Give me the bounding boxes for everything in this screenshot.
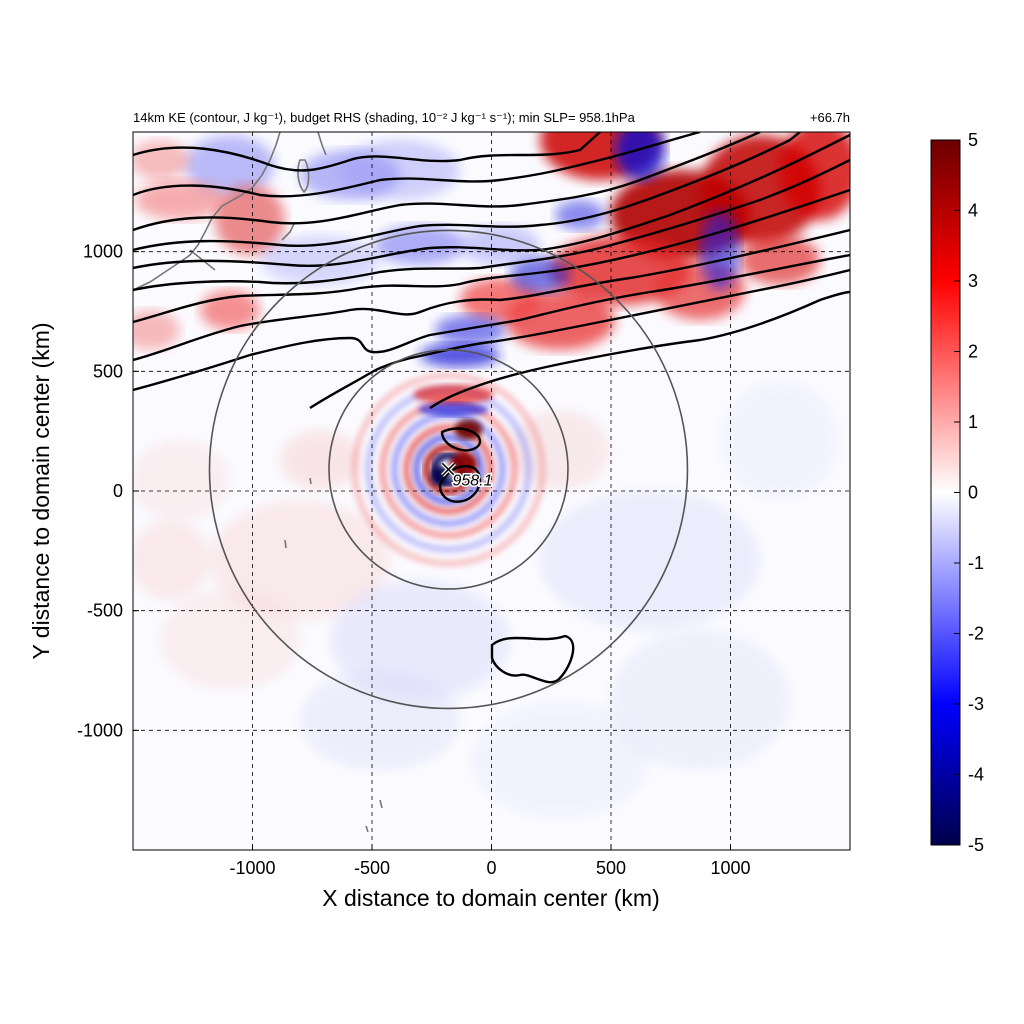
colorbar-tick-label: 2 — [968, 342, 978, 362]
distance-ring — [208, 229, 689, 710]
shading-blob — [133, 310, 180, 350]
x-tick-label: 500 — [596, 858, 626, 878]
shading-blob — [280, 430, 360, 490]
shading-blob — [540, 490, 760, 630]
colorbar-tick-label: -5 — [968, 835, 984, 855]
colorbar-tick-label: -2 — [968, 624, 984, 644]
colorbar-ticks: 5 4 3 2 1 0 -1 -2 -3 -4 -5 — [954, 130, 984, 855]
colorbar: 5 4 3 2 1 0 -1 -2 -3 -4 -5 — [930, 130, 984, 855]
storm-core-shading — [418, 402, 489, 417]
y-axis-ticks: 1000 500 0 -500 -1000 — [77, 242, 139, 740]
shading-blob — [460, 225, 540, 265]
colorbar-tick-label: 3 — [968, 271, 978, 291]
x-tick-label: 1000 — [710, 858, 750, 878]
shading-blob — [160, 590, 300, 690]
colorbar-tick-label: 1 — [968, 412, 978, 432]
shading-blob — [135, 180, 225, 220]
shading-blob — [510, 257, 570, 293]
storm-center-x — [441, 462, 456, 476]
shading-blob — [133, 140, 190, 180]
plot-area: 958.1 — [133, 132, 850, 850]
y-tick-label: 1000 — [83, 242, 123, 262]
colorbar-tick-label: -4 — [968, 765, 984, 785]
y-tick-label: -500 — [87, 601, 123, 621]
storm-ring-shading — [350, 371, 546, 567]
colorbar-tick-label: -1 — [968, 553, 984, 573]
shading-blob — [260, 235, 380, 285]
x-axis-ticks: -1000 -500 0 500 1000 — [229, 844, 751, 878]
shading-blob — [720, 380, 840, 500]
plot-title: 14km KE (contour, J kg⁻¹), budget RHS (s… — [133, 110, 636, 125]
distance-ring — [328, 349, 569, 590]
x-tick-label: -500 — [354, 858, 390, 878]
shading-blob — [615, 132, 665, 180]
shading-blob — [470, 700, 650, 820]
shading-blob — [330, 580, 510, 700]
y-tick-label: 500 — [93, 361, 123, 381]
shading-blob — [435, 315, 505, 345]
colorbar-tick-label: -3 — [968, 694, 984, 714]
ke-contours — [133, 132, 850, 684]
shading-blob — [340, 140, 460, 200]
y-tick-label: -1000 — [77, 720, 123, 740]
storm-ring-shading — [402, 423, 494, 515]
colorbar-tick-label: 5 — [968, 130, 978, 150]
shading-blob — [375, 225, 465, 265]
x-axis-label: X distance to domain center (km) — [322, 885, 659, 911]
colorbar-tick-label: 4 — [968, 201, 978, 221]
forecast-hour: +66.7h — [810, 110, 850, 125]
min-slp-label: 958.1 — [452, 472, 492, 489]
storm-ring-shading — [412, 433, 484, 505]
colorbar-tick-label: 0 — [968, 483, 978, 503]
y-axis-label: Y distance to domain center (km) — [28, 322, 54, 659]
storm-core-shading — [449, 452, 478, 477]
shading-blob — [133, 520, 210, 600]
shading-blob — [420, 343, 500, 367]
x-tick-label: -1000 — [229, 858, 275, 878]
distance-rings — [208, 229, 689, 710]
shading-blob — [300, 670, 460, 770]
shading-blob — [133, 440, 230, 520]
x-tick-label: 0 — [486, 858, 496, 878]
y-tick-label: 0 — [113, 481, 123, 501]
shading-blob — [610, 630, 790, 770]
shading-blob — [740, 235, 820, 285]
storm-center-marker: 958.1 — [441, 462, 494, 491]
